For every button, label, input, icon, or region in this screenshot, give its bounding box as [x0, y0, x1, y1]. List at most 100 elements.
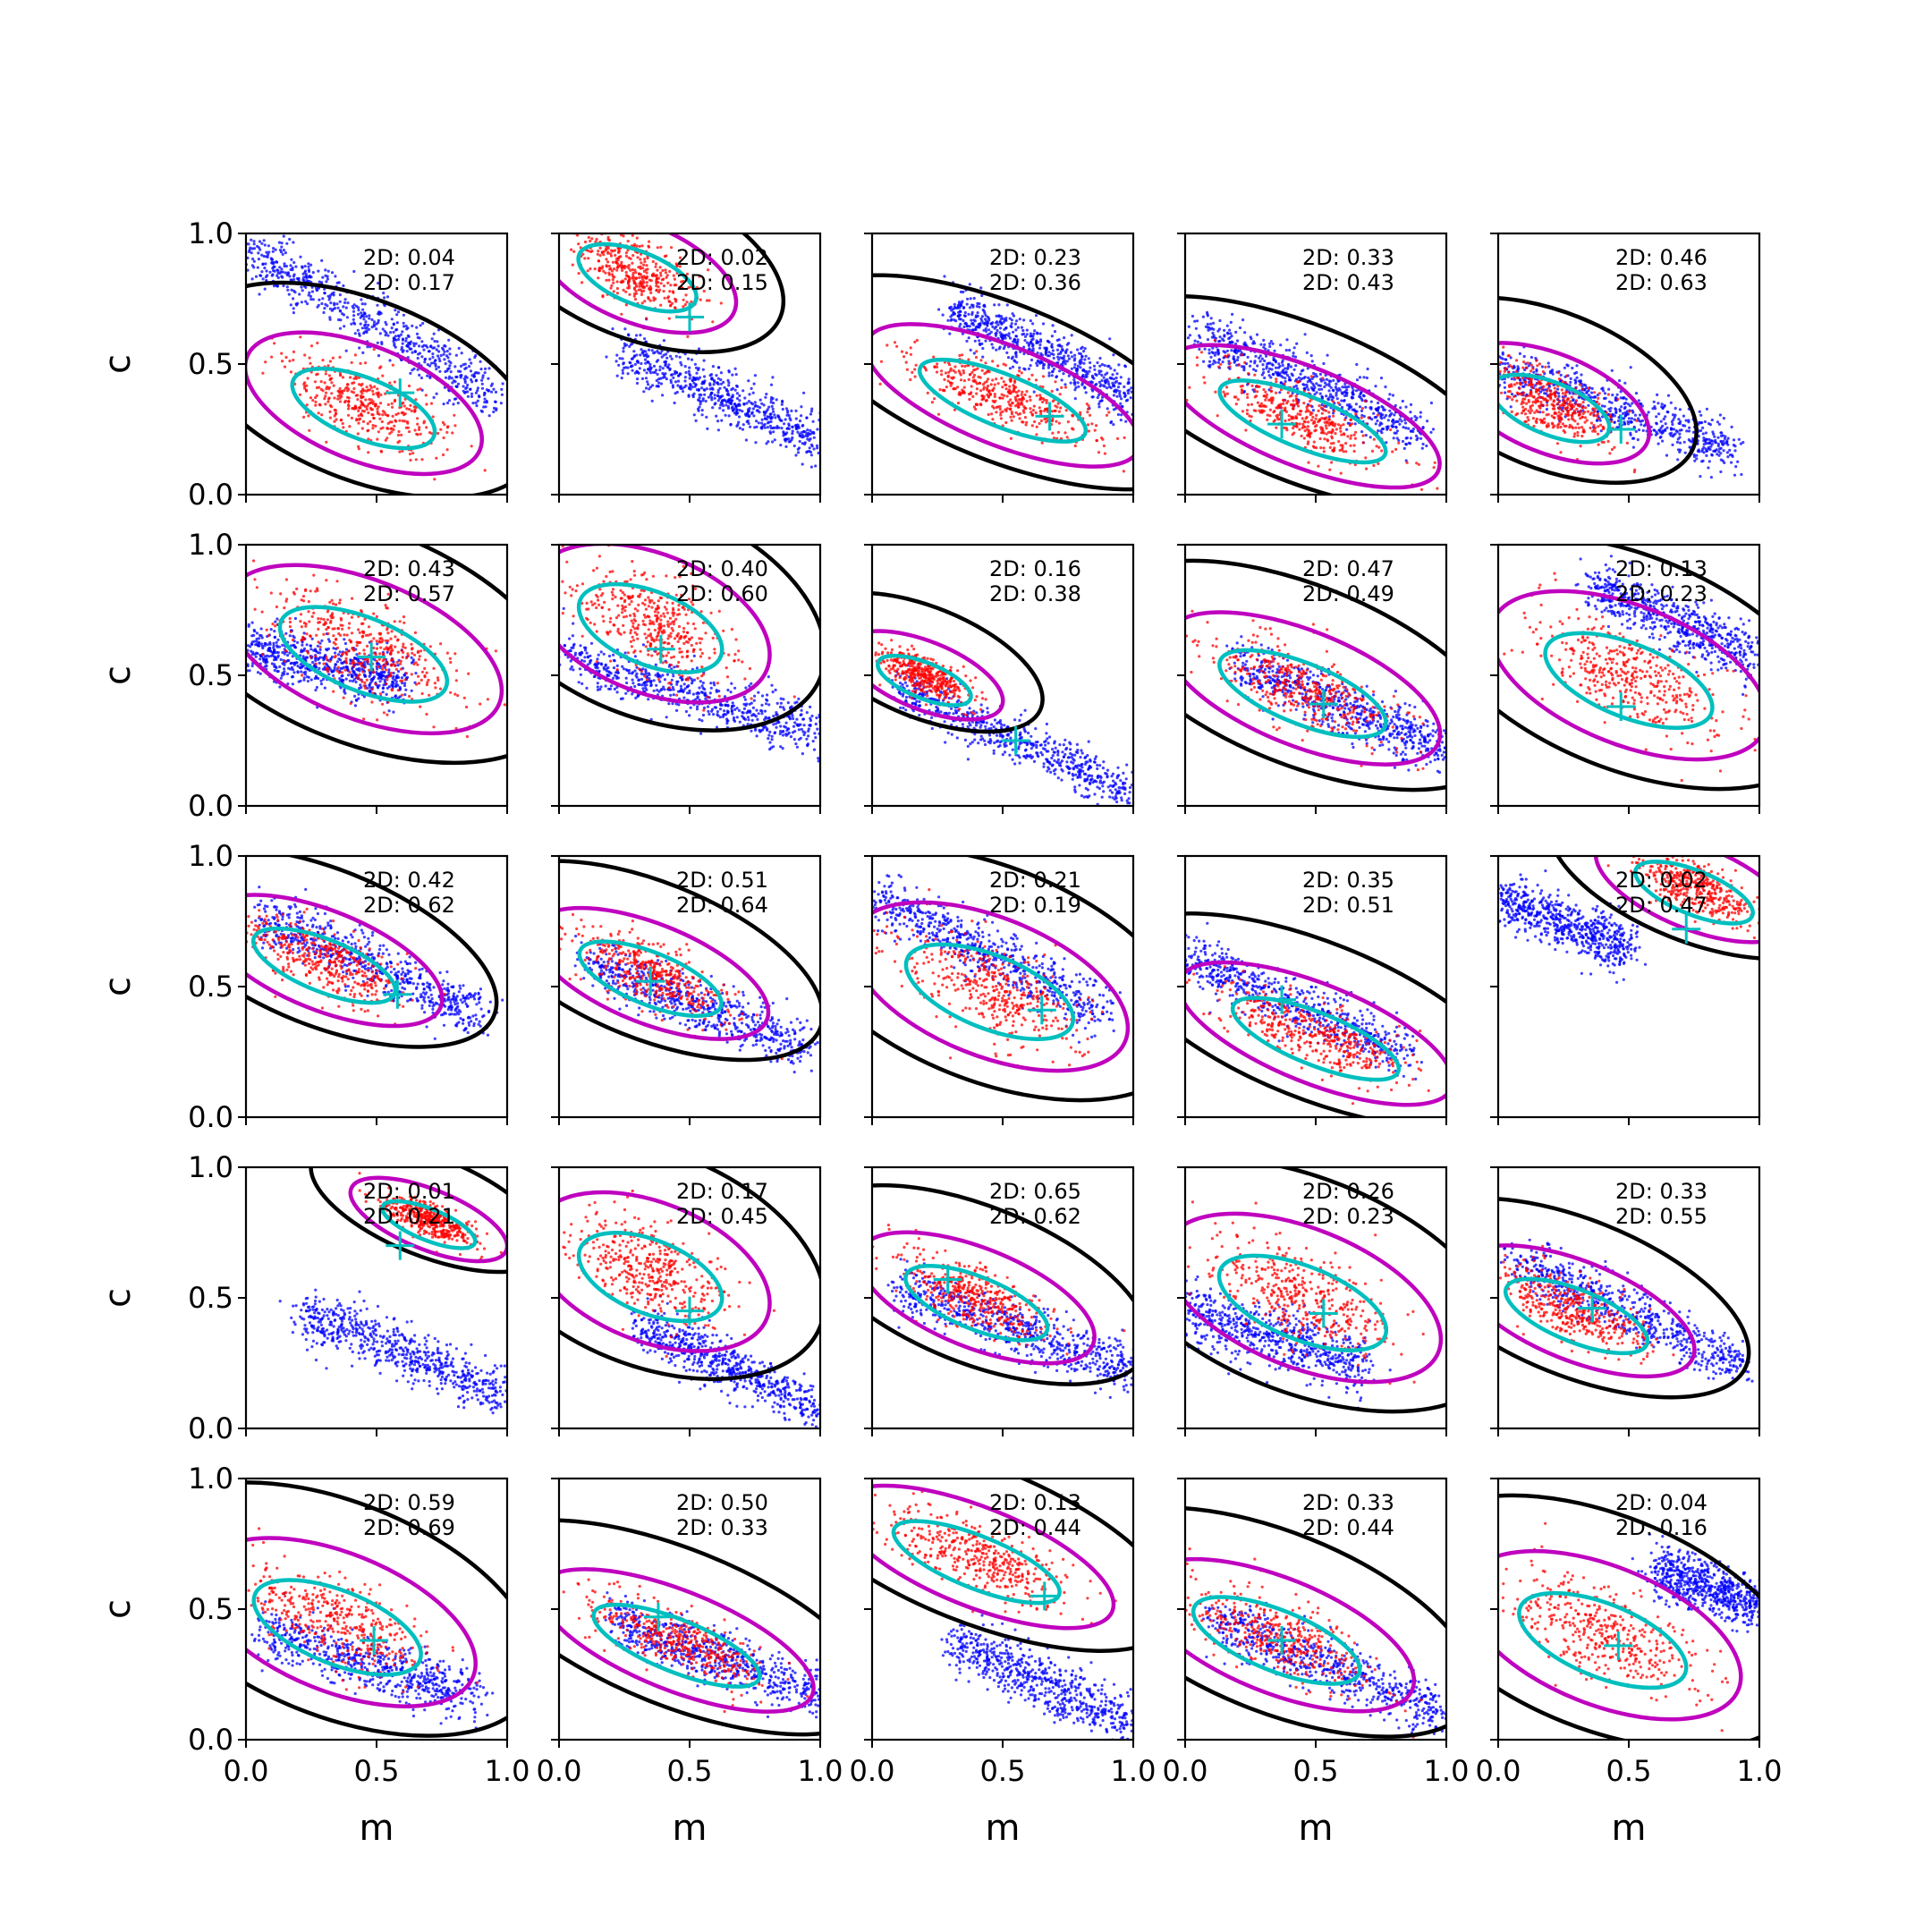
blue-point: [1395, 429, 1399, 433]
red-point: [1352, 449, 1356, 453]
red-point: [1256, 390, 1259, 394]
red-point: [664, 271, 668, 275]
blue-point: [763, 413, 767, 417]
blue-point: [1666, 394, 1671, 397]
red-point: [1315, 424, 1318, 428]
blue-point: [738, 403, 741, 407]
red-point: [1009, 415, 1013, 419]
blue-point: [267, 250, 271, 254]
blue-point: [416, 368, 419, 371]
blue-point: [999, 315, 1003, 318]
blue-point: [785, 427, 789, 430]
blue-point: [323, 292, 326, 295]
blue-point: [1733, 473, 1737, 477]
red-point: [1367, 416, 1370, 419]
blue-point: [1394, 425, 1398, 428]
red-point: [1038, 394, 1042, 397]
blue-point: [487, 389, 490, 393]
red-point: [408, 430, 411, 434]
blue-point: [1047, 363, 1051, 367]
red-point: [1324, 417, 1327, 420]
blue-point: [1018, 366, 1021, 369]
blue-point: [1632, 436, 1636, 440]
blue-point: [292, 241, 295, 244]
red-point: [1057, 410, 1061, 413]
blue-point: [984, 339, 987, 343]
blue-point: [1637, 428, 1641, 432]
red-point: [977, 375, 980, 378]
blue-point: [247, 242, 250, 246]
blue-point: [1063, 360, 1067, 363]
blue-point: [1057, 358, 1061, 361]
blue-point: [969, 348, 972, 352]
red-point: [1087, 429, 1090, 433]
blue-point: [1258, 354, 1262, 358]
blue-point: [1379, 411, 1383, 416]
red-point: [615, 261, 619, 265]
red-point: [627, 267, 631, 270]
blue-point: [1259, 343, 1263, 346]
blue-point: [1685, 429, 1689, 433]
red-point: [357, 414, 360, 418]
blue-point: [1702, 445, 1706, 449]
blue-point: [948, 306, 952, 309]
red-point: [979, 389, 983, 393]
red-point: [636, 256, 640, 259]
blue-point: [1388, 413, 1393, 417]
blue-point: [1211, 346, 1215, 350]
blue-point: [1270, 362, 1274, 366]
blue-point: [673, 401, 676, 405]
red-point: [904, 360, 908, 364]
red-point: [1268, 408, 1272, 411]
blue-point: [779, 444, 783, 447]
blue-point: [1039, 352, 1043, 355]
blue-point: [494, 390, 498, 394]
red-point: [1394, 447, 1398, 451]
blue-point: [747, 421, 750, 426]
red-point: [631, 278, 636, 282]
blue-point: [1114, 390, 1118, 394]
blue-point: [647, 368, 650, 371]
blue-point: [811, 430, 816, 434]
blue-point: [1261, 368, 1266, 371]
blue-point: [1235, 363, 1239, 367]
red-point: [996, 364, 1000, 368]
blue-point: [307, 293, 310, 297]
red-point: [1258, 409, 1261, 412]
blue-point: [1097, 402, 1101, 406]
red-point: [1063, 386, 1068, 389]
blue-point: [1683, 424, 1687, 428]
blue-point: [1631, 402, 1634, 405]
red-point: [1258, 404, 1262, 408]
red-point: [666, 281, 670, 284]
blue-point: [254, 275, 258, 278]
blue-point: [800, 405, 803, 409]
red-point: [343, 388, 346, 393]
red-point: [1262, 410, 1266, 413]
red-point: [638, 284, 641, 288]
blue-point: [694, 366, 699, 369]
red-point: [1020, 393, 1023, 396]
blue-point: [282, 284, 285, 288]
red-point: [1004, 383, 1008, 386]
blue-point: [1253, 361, 1257, 365]
blue-point: [641, 352, 645, 355]
blue-point: [1014, 328, 1018, 332]
red-point: [389, 427, 393, 430]
red-point: [326, 400, 330, 403]
red-point: [998, 404, 1002, 409]
red-point: [1292, 407, 1295, 411]
red-point: [386, 402, 390, 406]
blue-point: [1252, 368, 1256, 371]
blue-point: [265, 278, 268, 283]
red-point: [666, 296, 670, 300]
blue-point: [1229, 332, 1233, 335]
blue-point: [1587, 394, 1590, 397]
blue-point: [1695, 457, 1699, 461]
red-point: [330, 392, 334, 395]
blue-point: [1025, 328, 1029, 332]
red-point: [431, 415, 435, 419]
blue-point: [318, 298, 321, 301]
red-point: [347, 407, 351, 411]
red-point: [645, 271, 648, 275]
